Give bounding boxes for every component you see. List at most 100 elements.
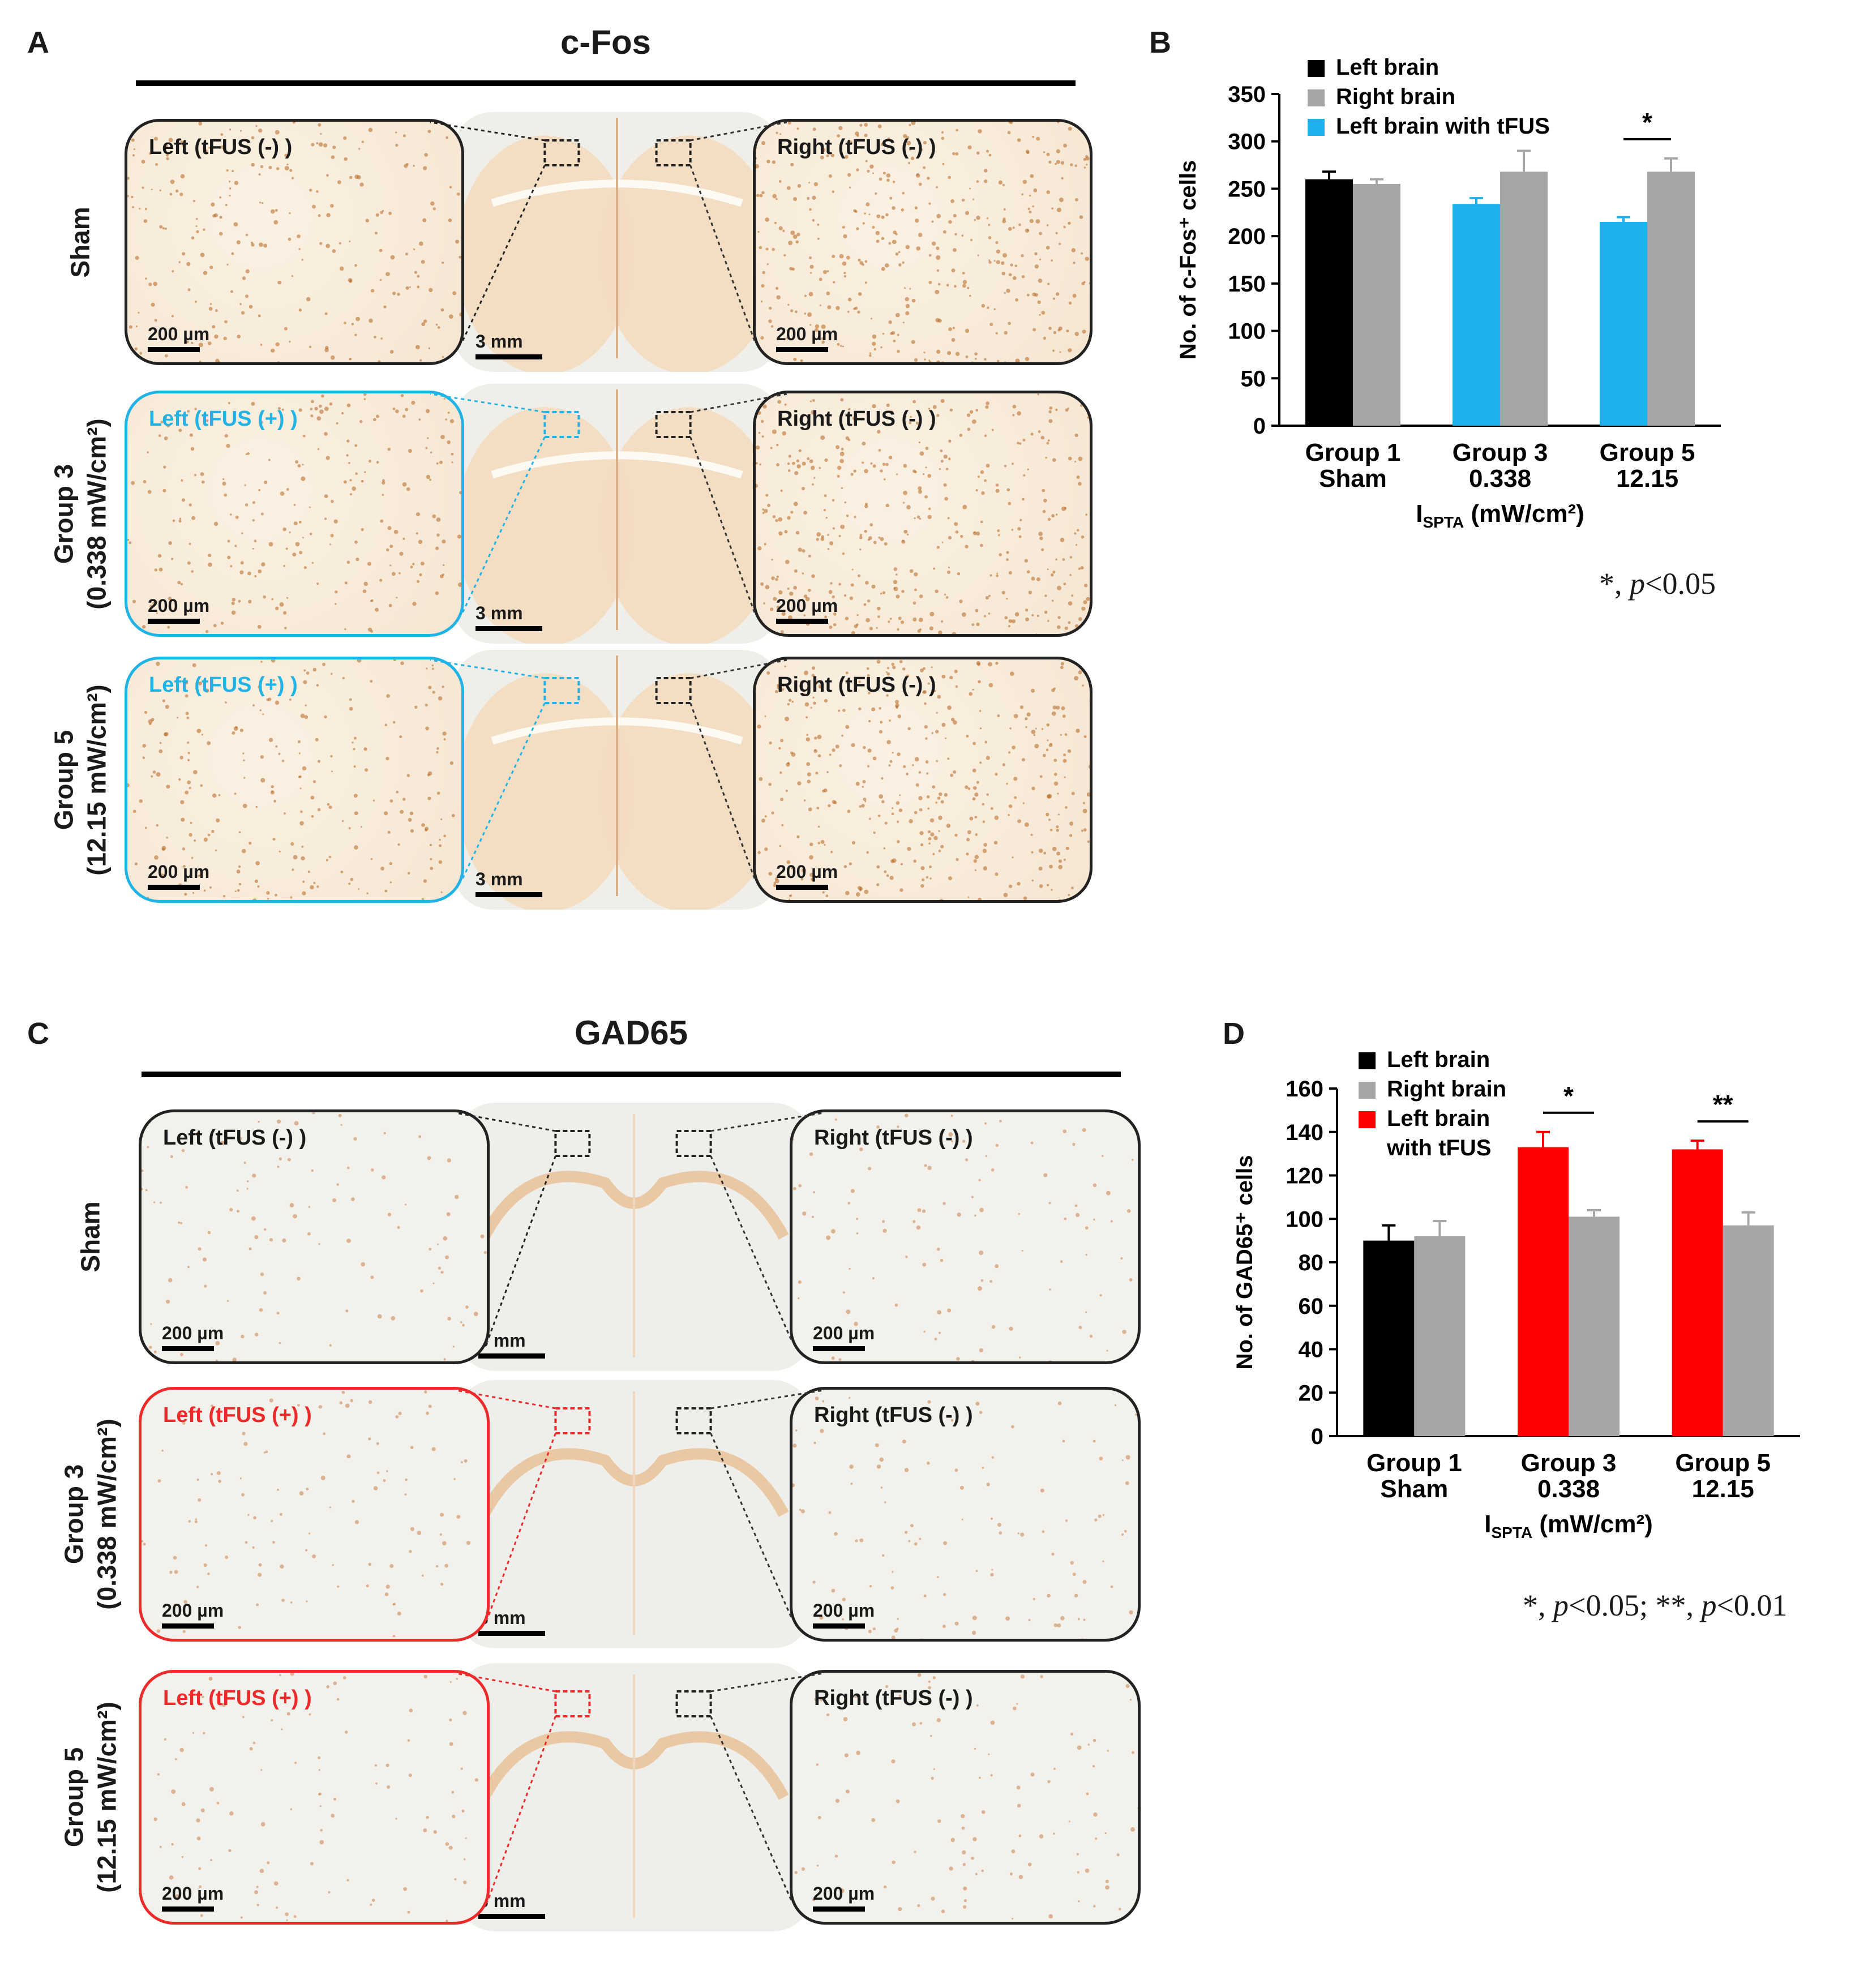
x-axis-label: ISPTA (mW/cm²) bbox=[1484, 1510, 1653, 1541]
title-rule-gad65 bbox=[142, 1072, 1121, 1077]
legend-swatch bbox=[1359, 1052, 1376, 1069]
y-tick-label: 20 bbox=[1299, 1381, 1324, 1406]
scale-bar-left: 200 µm bbox=[148, 324, 209, 352]
scale-bar-label: 200 µm bbox=[776, 324, 838, 344]
title-rule-cfos bbox=[136, 80, 1076, 86]
significance-mark: * bbox=[1642, 108, 1652, 137]
x-tick-label: 0.338 bbox=[1537, 1475, 1600, 1503]
roi-box-right bbox=[655, 677, 692, 704]
scale-bar-line bbox=[475, 354, 542, 359]
scale-bar-line bbox=[162, 1346, 214, 1351]
right-inset-image: Right (tFUS (-) ) 200 µm bbox=[790, 1387, 1141, 1642]
y-tick-label: 350 bbox=[1228, 82, 1266, 107]
brain-section-image: 3 mm bbox=[453, 112, 781, 372]
x-tick-label: Group 1 bbox=[1305, 439, 1401, 466]
stain-title-gad65: GAD65 bbox=[574, 1014, 688, 1052]
scale-bar-left: 200 µm bbox=[148, 595, 209, 624]
scale-bar-line bbox=[813, 1346, 865, 1351]
y-axis-label: No. of GAD65⁺ cells bbox=[1232, 1155, 1257, 1370]
roi-box-right bbox=[655, 411, 692, 438]
bar bbox=[1353, 184, 1400, 426]
significance-note-d: *, p<0.05; **, p<0.01 bbox=[1523, 1588, 1788, 1622]
scale-bar-center: 3 mm bbox=[475, 331, 542, 359]
scale-bar-label: 200 µm bbox=[148, 862, 210, 882]
scale-bar-line bbox=[478, 1631, 545, 1636]
row-label-line: (12.15 mW/cm²) bbox=[92, 1702, 121, 1893]
row-label-line: Group 5 bbox=[49, 730, 79, 830]
row-label-line: (0.338 mW/cm²) bbox=[92, 1419, 121, 1610]
scale-bar-line bbox=[776, 619, 828, 624]
scale-bar-label: 3 mm bbox=[475, 331, 523, 352]
bar bbox=[1518, 1147, 1569, 1436]
bar bbox=[1723, 1225, 1774, 1436]
roi-box-right bbox=[655, 139, 692, 166]
bar bbox=[1600, 222, 1647, 426]
roi-box-left bbox=[543, 677, 580, 704]
scale-bar-line bbox=[813, 1623, 865, 1629]
scale-bar-left: 200 µm bbox=[148, 862, 209, 890]
scale-bar-line bbox=[148, 885, 200, 890]
cfos-bar-chart: 0 50 100 150 200 250 300 350 No. of c-Fos⁺ cells… bbox=[1176, 55, 1721, 531]
scale-bar-line bbox=[478, 1353, 545, 1359]
y-tick-label: 100 bbox=[1228, 319, 1266, 344]
x-tick-label: Group 3 bbox=[1521, 1449, 1617, 1477]
scale-bar-label: 200 µm bbox=[148, 595, 210, 616]
x-tick-label: 12.15 bbox=[1692, 1475, 1754, 1503]
row-label-line: Group 5 bbox=[59, 1747, 89, 1848]
y-tick-label: 250 bbox=[1228, 177, 1266, 202]
legend-swatch bbox=[1308, 60, 1325, 77]
right-inset-label: Right (tFUS (-) ) bbox=[777, 407, 936, 431]
roi-box-left bbox=[554, 1407, 591, 1434]
roi-box-left bbox=[543, 411, 580, 438]
gad65-bar-chart: 0 20 40 60 80 100 120 140 160 No. of GAD65⁺ cells… bbox=[1232, 1047, 1800, 1541]
scale-bar-line bbox=[162, 1906, 214, 1912]
y-tick-label: 100 bbox=[1286, 1207, 1323, 1232]
brain-section-image: 3 mm bbox=[456, 1380, 812, 1648]
scale-bar-label: 200 µm bbox=[776, 862, 838, 882]
y-tick-label: 140 bbox=[1286, 1120, 1323, 1145]
y-tick-label: 120 bbox=[1286, 1164, 1323, 1189]
left-inset-label: Left (tFUS (+) ) bbox=[149, 673, 298, 697]
row-label: Group 3 (0.338 mW/cm²) bbox=[48, 418, 113, 609]
roi-box-left bbox=[554, 1130, 591, 1157]
y-tick-label: 60 bbox=[1299, 1294, 1324, 1319]
legend-label: Left brain with tFUS bbox=[1336, 114, 1550, 139]
panel-letter-b: B bbox=[1149, 25, 1171, 59]
bar bbox=[1305, 179, 1353, 426]
x-tick-label: Sham bbox=[1380, 1475, 1448, 1503]
roi-box-right bbox=[675, 1690, 712, 1717]
brain-section-image: 3 mm bbox=[456, 1663, 812, 1931]
bar bbox=[1363, 1240, 1415, 1436]
scale-bar-label: 200 µm bbox=[813, 1323, 875, 1343]
legend-label: Left brain bbox=[1336, 55, 1439, 80]
scale-bar-right: 200 µm bbox=[776, 324, 838, 352]
significance-mark: * bbox=[1563, 1081, 1574, 1111]
bar bbox=[1569, 1216, 1620, 1436]
scale-bar-right: 200 µm bbox=[776, 862, 838, 890]
y-tick-label: 40 bbox=[1299, 1338, 1324, 1363]
x-tick-label: Group 3 bbox=[1453, 439, 1548, 466]
right-inset-image: Right (tFUS (-) ) 200 µm bbox=[753, 657, 1093, 903]
left-inset-image: Left (tFUS (+) ) 200 µm bbox=[125, 657, 464, 903]
significance-mark: ** bbox=[1713, 1090, 1733, 1119]
roi-box-right bbox=[675, 1130, 712, 1157]
scale-bar-center: 3 mm bbox=[475, 869, 542, 897]
significance-note-b: *, p<0.05 bbox=[1599, 567, 1716, 601]
right-inset-image: Right (tFUS (-) ) 200 µm bbox=[790, 1109, 1141, 1364]
left-inset-image: Left (tFUS (+) ) 200 µm bbox=[125, 391, 464, 637]
x-tick-label: Group 5 bbox=[1600, 439, 1695, 466]
y-tick-label: 80 bbox=[1299, 1250, 1324, 1275]
scale-bar-left: 200 µm bbox=[162, 1600, 224, 1629]
scale-bar-label: 200 µm bbox=[813, 1600, 875, 1621]
right-inset-image: Right (tFUS (-) ) 200 µm bbox=[753, 119, 1093, 365]
legend-label: Left brain bbox=[1387, 1047, 1490, 1072]
x-tick-label: 12.15 bbox=[1616, 465, 1678, 492]
scale-bar-label: 200 µm bbox=[162, 1323, 224, 1343]
right-inset-label: Right (tFUS (-) ) bbox=[814, 1686, 973, 1710]
row-label-line: Group 3 bbox=[49, 464, 79, 564]
scale-bar-line bbox=[813, 1906, 865, 1912]
left-inset-image: Left (tFUS (+) ) 200 µm bbox=[139, 1387, 490, 1642]
roi-box-left bbox=[554, 1690, 591, 1717]
scale-bar-line bbox=[776, 347, 828, 352]
bar bbox=[1647, 172, 1695, 426]
